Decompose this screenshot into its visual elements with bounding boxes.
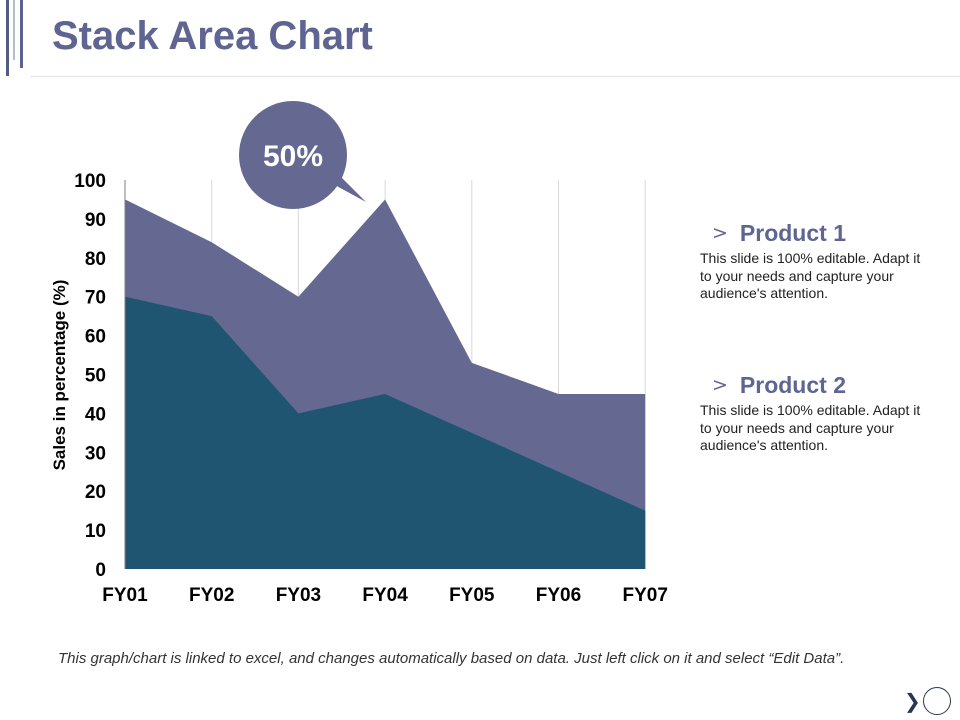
y-tick-label: 30 <box>85 443 106 464</box>
y-tick-label: 70 <box>85 288 106 309</box>
callout-label: 50% <box>263 140 323 173</box>
legend-item-product-2: > Product 2 This slide is 100% editable.… <box>700 370 940 455</box>
y-tick-label: 20 <box>85 482 106 503</box>
x-tick-label: FY01 <box>102 585 148 606</box>
x-tick-label: FY02 <box>189 585 234 606</box>
decor-bar-left <box>6 0 9 76</box>
x-tick-label: FY05 <box>449 585 495 606</box>
x-tick-label: FY03 <box>276 585 321 606</box>
callout-layer: 50% <box>239 101 366 209</box>
y-tick-label: 40 <box>85 404 106 425</box>
y-tick-label: 100 <box>74 171 106 192</box>
x-tick-label: FY07 <box>622 585 667 606</box>
page-title: Stack Area Chart <box>52 14 373 58</box>
legend-description: This slide is 100% editable. Adapt it to… <box>700 250 921 301</box>
chevron-right-icon: > <box>712 222 728 244</box>
callout-bubble <box>239 101 347 209</box>
y-tick-label: 90 <box>85 210 106 231</box>
title-divider <box>30 76 960 77</box>
area-series-bottom <box>125 296 646 569</box>
legend-title: Product 1 <box>739 219 846 246</box>
y-tick-label: 50 <box>85 366 106 387</box>
axis-layer: 0 10 20 30 40 50 60 70 80 90 100 FY01 FY02 FY03 FY04 FY… <box>50 171 668 606</box>
circle-icon <box>922 687 951 715</box>
decor-bar-middle <box>13 0 15 60</box>
chevron-right-icon: ❯ <box>904 689 921 713</box>
x-tick-label: FY04 <box>362 585 408 606</box>
legend-description: This slide is 100% editable. Adapt it to… <box>700 402 921 453</box>
decor-bar-right <box>20 0 23 68</box>
footnote: This graph/chart is linked to excel, and… <box>58 650 845 667</box>
legend-item-product-1: > Product 1 This slide is 100% editable.… <box>700 218 940 303</box>
y-tick-label: 10 <box>85 521 106 542</box>
area-layer <box>125 199 646 569</box>
x-tick-label: FY06 <box>536 585 581 606</box>
chevron-right-icon: > <box>712 374 728 396</box>
y-tick-label: 60 <box>85 327 106 348</box>
stacked-area-chart[interactable]: 0 10 20 30 40 50 60 70 80 90 100 FY01 FY02 FY03 FY04 FY… <box>0 0 700 620</box>
y-tick-label: 0 <box>95 560 106 581</box>
next-slide-button[interactable]: ❯ <box>904 686 952 716</box>
y-tick-label: 80 <box>85 249 106 270</box>
y-axis-title: Sales in percentage (%) <box>50 280 69 471</box>
legend-title: Product 2 <box>739 371 846 398</box>
